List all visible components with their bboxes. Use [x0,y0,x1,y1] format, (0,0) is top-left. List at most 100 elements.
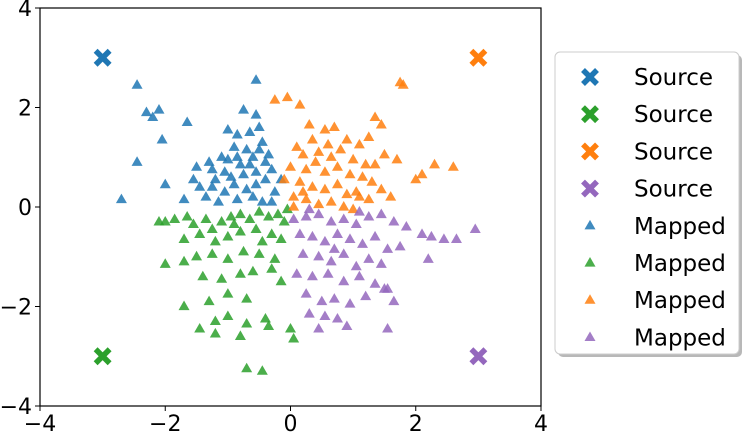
series-mapped-2 [269,76,459,214]
mapped-point [253,206,265,216]
series-mapped-0 [115,74,287,206]
x-tick-label: −4 [24,412,56,433]
mapped-point [203,156,215,166]
mapped-point [238,245,250,256]
mapped-point [341,133,353,144]
mapped-point [256,365,268,375]
mapped-point [209,327,221,338]
mapped-point [344,298,356,308]
mapped-point [147,111,159,122]
mapped-point [313,208,325,219]
mapped-point [200,191,212,201]
source-marker [469,347,488,366]
source-marker-stroke-b [469,347,488,366]
mapped-point [263,211,275,221]
mapped-point [247,151,259,161]
mapped-point [256,235,268,246]
mapped-point [291,141,303,151]
mapped-point [131,156,143,166]
mapped-point [378,283,390,293]
mapped-point [281,91,293,102]
mapped-point [222,310,234,321]
mapped-point [241,317,253,328]
mapped-point [228,141,240,151]
source-marker [93,347,112,366]
mapped-point [297,148,309,159]
series-mapped-3 [288,203,481,333]
legend-label: Mapped [634,288,726,314]
mapped-point [209,235,221,246]
mapped-point [294,99,306,109]
legend-x-icon-stroke-b [581,68,599,86]
legend-triangle-icon [584,219,596,230]
mapped-point [194,228,206,238]
mapped-point [450,233,462,243]
mapped-point [385,191,397,201]
mapped-point [425,230,437,241]
mapped-point [316,295,328,306]
mapped-point [325,215,337,226]
mapped-point [269,186,281,196]
mapped-point [422,253,434,263]
mapped-point [241,293,253,303]
legend-label: Mapped [634,214,726,240]
mapped-point [325,196,337,206]
legend-triangle-icon [584,331,596,341]
mapped-point [350,218,362,229]
y-tick-label: −2 [0,296,32,321]
mapped-point [285,322,296,333]
mapped-point [429,158,441,169]
mapped-point [238,168,250,179]
mapped-point [378,148,390,159]
mapped-point [369,230,381,241]
mapped-point [369,111,381,122]
source-marker-stroke-b [93,48,112,67]
mapped-point [253,121,265,131]
legend-triangle-icon [584,257,596,267]
mapped-point [328,293,340,303]
mapped-point [191,161,203,171]
x-tick-label: 4 [534,412,548,433]
mapped-point [310,156,322,166]
mapped-point [263,320,275,330]
mapped-point [187,218,199,229]
legend-label: Source [634,177,713,203]
series-source-6 [469,48,488,67]
mapped-point [178,193,190,204]
mapped-point [341,320,353,330]
mapped-point [331,178,343,189]
mapped-point [319,183,331,194]
mapped-point [244,213,256,224]
series-source-5 [93,347,112,366]
mapped-point [319,123,331,134]
mapped-point [469,223,481,233]
mapped-point [288,332,300,343]
mapped-point [275,233,287,243]
mapped-point [375,258,387,268]
mapped-point [382,322,394,333]
mapped-point [366,176,378,186]
x-tick-label: −2 [149,412,181,433]
mapped-point [231,193,243,204]
mapped-point [256,136,268,146]
mapped-point [288,201,300,211]
mapped-point [319,166,331,176]
legend-entry: Source [581,65,713,91]
mapped-point [319,235,331,246]
mapped-point [156,133,168,144]
mapped-point [206,223,218,233]
mapped-point [353,191,365,201]
mapped-point [234,208,246,219]
mapped-point [357,238,369,248]
mapped-point [397,79,409,89]
mapped-point [300,163,312,174]
mapped-point [178,233,190,243]
mapped-point [225,211,237,221]
mapped-point [234,268,246,278]
mapped-point [216,215,228,226]
legend-x-icon [581,142,599,161]
mapped-point [178,300,190,311]
mapped-point [206,163,218,174]
mapped-point [266,196,278,206]
mapped-point [222,153,234,164]
